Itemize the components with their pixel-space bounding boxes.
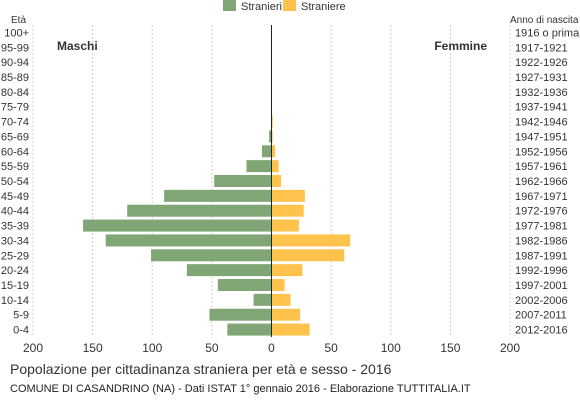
age-group-label: 70-74 (1, 117, 29, 129)
birth-year-label: 1967-1971 (515, 191, 568, 203)
age-group-label: 10-14 (1, 295, 29, 307)
x-tick-label: 150 (440, 341, 460, 355)
birth-year-label: 1947-1951 (515, 131, 568, 143)
bar-straniere (271, 130, 273, 143)
birth-year-label: 1997-2001 (515, 280, 568, 292)
left-axis-label: Età (11, 15, 26, 26)
birth-year-label: 1982-1986 (515, 235, 568, 247)
bar-straniere (271, 308, 301, 321)
age-group-label: 0-4 (13, 325, 29, 337)
age-group-label: 85-89 (1, 72, 29, 84)
birth-year-label: 1972-1976 (515, 206, 568, 218)
legend-swatch (223, 0, 236, 11)
bar-straniere (271, 264, 303, 277)
x-tick-label: 0 (268, 341, 275, 355)
bar-stranieri (217, 279, 272, 291)
age-group-label: 35-39 (1, 221, 29, 233)
birth-year-label: 1937-1941 (515, 102, 568, 114)
age-group-label: 15-19 (1, 280, 29, 292)
bar-stranieri (127, 204, 272, 217)
bar-straniere (271, 115, 273, 128)
chart-title: Popolazione per cittadinanza straniera p… (10, 361, 392, 377)
age-group-label: 20-24 (1, 265, 29, 277)
legend-label: Stranieri (241, 1, 282, 13)
bar-stranieri (269, 130, 272, 143)
age-group-label: 65-69 (1, 131, 29, 143)
age-group-label: 60-64 (1, 146, 29, 158)
bar-straniere (271, 323, 310, 336)
bar-stranieri (214, 175, 272, 187)
age-group-label: 25-29 (1, 250, 29, 262)
age-group-label: 90-94 (1, 57, 29, 69)
x-tick-label: 50 (324, 341, 338, 355)
birth-year-label: 2012-2016 (515, 325, 568, 337)
age-group-label: 45-49 (1, 191, 29, 203)
left-side-label: Maschi (57, 39, 98, 53)
bar-stranieri (209, 308, 272, 321)
age-group-label: 100+ (4, 27, 29, 39)
bar-stranieri (227, 323, 272, 336)
birth-year-label: 2002-2006 (515, 295, 568, 307)
bar-stranieri (261, 145, 272, 158)
x-tick-label: 100 (142, 341, 162, 355)
bar-straniere (271, 293, 291, 306)
age-group-label: 95-99 (1, 42, 29, 54)
right-side-label: Femmine (434, 39, 487, 53)
bar-straniere (271, 189, 305, 202)
birth-year-label: 1957-1961 (515, 161, 568, 173)
bar-stranieri (83, 219, 272, 232)
bar-straniere (271, 234, 351, 247)
bar-straniere (271, 219, 299, 232)
bar-stranieri (246, 160, 272, 173)
birth-year-label: 1952-1956 (515, 146, 568, 158)
age-group-label: 30-34 (1, 235, 29, 247)
age-group-label: 50-54 (1, 176, 29, 188)
right-axis-label: Anno di nascita (510, 15, 579, 26)
birth-year-label: 1977-1981 (515, 221, 568, 233)
bar-straniere (271, 175, 282, 187)
birth-year-label: 2007-2011 (515, 310, 567, 322)
age-group-label: 40-44 (1, 206, 29, 218)
birth-year-label: 1992-1996 (515, 265, 568, 277)
bar-stranieri (253, 293, 272, 306)
age-group-label: 5-9 (13, 310, 29, 322)
bar-straniere (271, 279, 285, 291)
birth-year-label: 1962-1966 (515, 176, 568, 188)
birth-year-label: 1922-1926 (515, 57, 568, 69)
birth-year-label: 1932-1936 (515, 87, 568, 99)
bar-straniere (271, 249, 345, 262)
bar-stranieri (151, 249, 272, 262)
chart-source: COMUNE DI CASANDRINO (NA) - Dati ISTAT 1… (10, 383, 471, 395)
legend-label: Straniere (301, 1, 346, 13)
age-group-label: 80-84 (1, 87, 29, 99)
bar-stranieri (164, 189, 272, 202)
bar-stranieri (186, 264, 272, 277)
age-group-label: 75-79 (1, 102, 29, 114)
birth-year-label: 1917-1921 (515, 42, 568, 54)
birth-year-label: 1987-1991 (515, 250, 568, 262)
bar-straniere (271, 160, 279, 173)
x-tick-label: 150 (83, 341, 103, 355)
bar-straniere (271, 204, 304, 217)
birth-year-label: 1942-1946 (515, 117, 568, 129)
x-tick-label: 200 (23, 341, 43, 355)
age-group-label: 55-59 (1, 161, 29, 173)
birth-year-label: 1927-1931 (515, 72, 568, 84)
x-tick-label: 200 (500, 341, 520, 355)
x-tick-label: 50 (205, 341, 219, 355)
bar-stranieri (105, 234, 272, 247)
x-tick-label: 100 (381, 341, 401, 355)
birth-year-label: 1916 o prima (515, 27, 580, 39)
bar-straniere (271, 145, 276, 158)
legend-swatch (283, 0, 296, 11)
